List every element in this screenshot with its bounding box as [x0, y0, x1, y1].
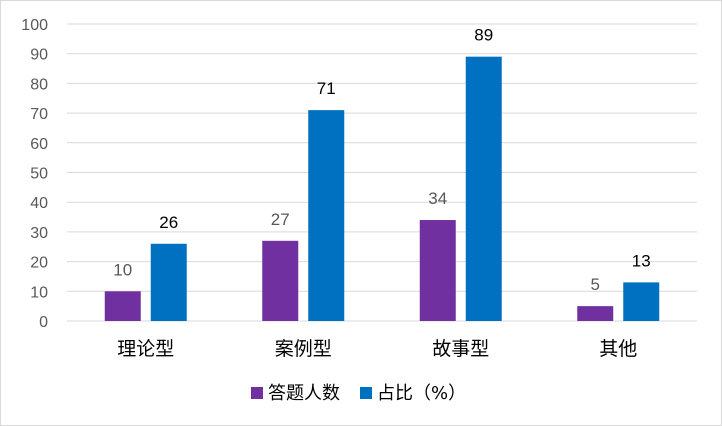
bar-percentage-0 [150, 243, 187, 321]
x-category-label: 故事型 [432, 338, 489, 360]
legend-swatch-0 [251, 387, 263, 399]
bar-respondents-3 [577, 306, 614, 321]
y-tick-label: 20 [30, 255, 48, 272]
data-label: 26 [159, 213, 178, 232]
legend-label-1: 占比（%） [377, 383, 466, 404]
data-label: 13 [632, 251, 651, 270]
y-tick-label: 50 [30, 166, 48, 183]
y-tick-label: 0 [39, 314, 48, 331]
data-label: 10 [113, 260, 132, 279]
legend: 答题人数 占比（%） [251, 383, 466, 404]
y-axis-ticks: 0 10 20 30 40 50 60 70 80 90 100 [21, 17, 48, 331]
bars [104, 56, 660, 322]
data-label: 27 [271, 210, 290, 229]
y-tick-label: 10 [30, 284, 48, 301]
y-tick-label: 100 [21, 17, 48, 34]
x-category-label: 案例型 [275, 338, 332, 360]
legend-swatch-1 [360, 387, 372, 399]
data-label: 5 [591, 275, 600, 294]
bar-respondents-0 [104, 291, 141, 321]
data-labels: 10 26 27 71 34 89 5 13 [113, 26, 650, 294]
y-tick-label: 40 [30, 195, 48, 212]
y-tick-label: 60 [30, 136, 48, 153]
legend-label-0: 答题人数 [268, 383, 340, 404]
bar-percentage-1 [308, 110, 345, 321]
y-tick-label: 90 [30, 47, 48, 64]
x-axis-categories: 理论型 案例型 故事型 其他 [117, 338, 637, 360]
data-label: 71 [317, 79, 336, 98]
y-tick-label: 70 [30, 106, 48, 123]
bar-percentage-2 [465, 56, 502, 322]
bar-percentage-3 [623, 282, 660, 321]
bar-respondents-1 [262, 240, 299, 321]
y-tick-label: 30 [30, 225, 48, 242]
data-label: 34 [428, 189, 447, 208]
bar-respondents-2 [419, 220, 456, 321]
x-category-label: 其他 [599, 338, 637, 360]
x-category-label: 理论型 [117, 338, 174, 360]
y-tick-label: 80 [30, 76, 48, 93]
data-label: 89 [474, 26, 493, 45]
